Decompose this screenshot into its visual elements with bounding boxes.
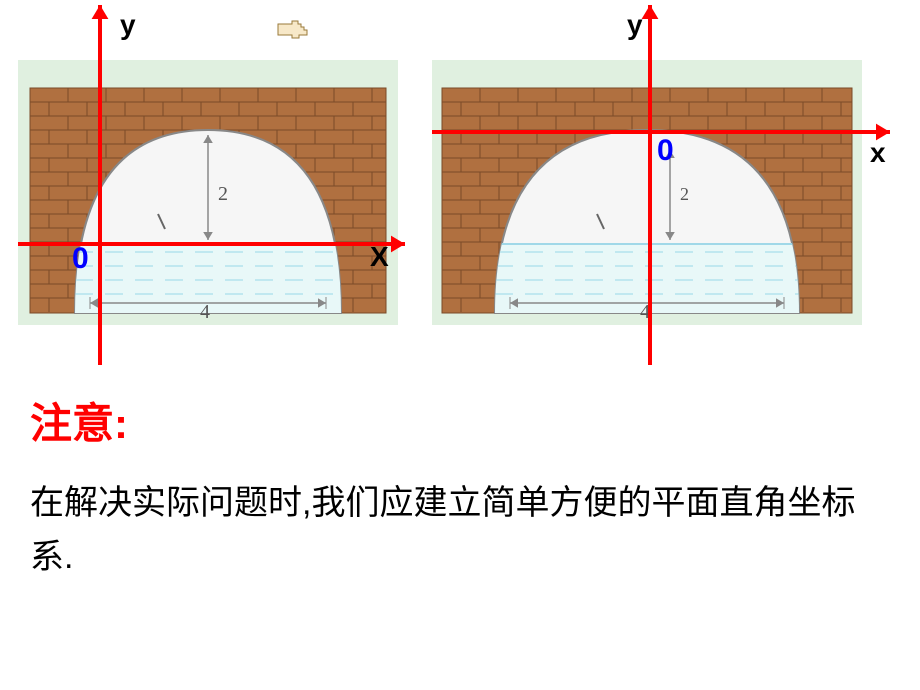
svg-text:4: 4 [200, 301, 210, 323]
note-body: 在解决实际问题时,我们应建立简单方便的平面直角坐标系. [30, 476, 890, 585]
diagrams-container: 4 2 y X 0 4 2 y x 0 [0, 0, 920, 380]
note-section: 注意: 在解决实际问题时,我们应建立简单方便的平面直角坐标系. [30, 390, 890, 585]
svg-text:0: 0 [657, 134, 674, 167]
diagram-right: 42yx0 [420, 0, 920, 380]
svg-text:y: y [120, 9, 136, 40]
diagram-left: 4 2 y X 0 [0, 0, 420, 380]
svg-text:y: y [627, 9, 643, 40]
svg-text:2: 2 [218, 183, 228, 205]
svg-text:X: X [370, 241, 389, 272]
note-title: 注意: [30, 390, 890, 451]
svg-text:0: 0 [72, 242, 89, 275]
svg-text:x: x [870, 137, 886, 168]
svg-text:2: 2 [680, 184, 689, 204]
